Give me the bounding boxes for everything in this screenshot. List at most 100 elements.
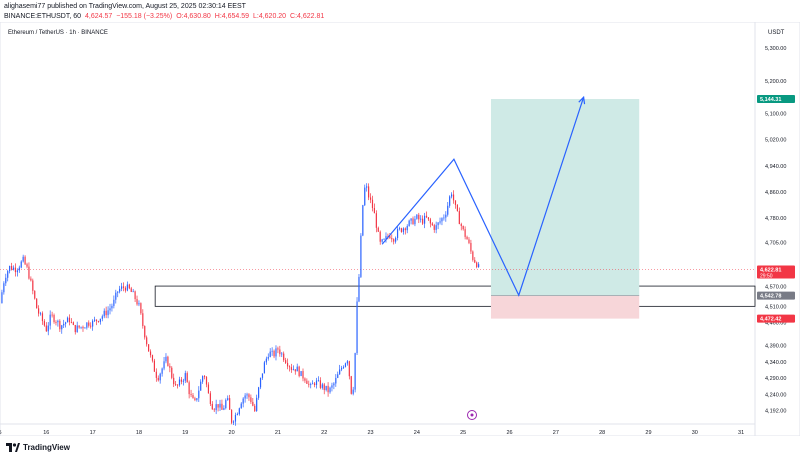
price-marker-label: 4,542.78 (760, 294, 781, 300)
x-tick-label: 26 (506, 430, 512, 436)
candle-body (443, 217, 445, 219)
candle-body (111, 305, 113, 309)
candle-body (246, 394, 248, 396)
candle-body (252, 401, 254, 406)
candle-body (194, 398, 196, 400)
chart-area[interactable]: Ethereum / TetherUS · 1h · BINANCE USDT … (0, 22, 800, 436)
candle-body (433, 225, 435, 230)
candle-body (369, 197, 372, 200)
candle-body (51, 314, 53, 316)
candle-body (460, 224, 462, 226)
candle-body (186, 373, 188, 383)
candle-body (447, 205, 449, 215)
candle-body (221, 403, 223, 410)
publish-info: alighasemi77 published on TradingView.co… (4, 3, 246, 10)
candle-body (22, 256, 24, 262)
candle-body (445, 214, 447, 218)
x-tick-label: 28 (599, 430, 605, 436)
candle-body (400, 228, 403, 232)
candle-body (138, 303, 140, 305)
candle-body (385, 236, 387, 239)
candle-body (319, 380, 321, 388)
candle-body (34, 290, 36, 299)
price-marker (757, 265, 795, 279)
candle-body (151, 355, 154, 361)
candle-body (285, 360, 287, 363)
tradingview-logo[interactable]: TradingView (6, 443, 70, 453)
candle-body (431, 223, 433, 226)
candle-body (248, 394, 250, 398)
y-tick-label: 5,200.00 (765, 79, 786, 85)
candle-body (198, 390, 200, 399)
candle-body (258, 387, 260, 398)
candle-body (200, 381, 202, 391)
candle-body (422, 218, 424, 224)
candle-body (269, 351, 271, 357)
candle-body (323, 384, 325, 391)
open-value: O:4,630.80 (176, 13, 211, 20)
candle-body (32, 280, 34, 291)
candle-body (130, 288, 132, 292)
x-tick-label: 17 (90, 430, 96, 436)
candle-body (105, 310, 107, 316)
candle-body (288, 366, 291, 368)
candle-body (327, 385, 329, 393)
candle-body (117, 291, 119, 293)
candle-body (153, 360, 155, 372)
candle-body (379, 231, 381, 242)
symbol-info-line: BINANCE:ETHUSDT, 60 4,624.57 −155.18 (−3… (4, 12, 326, 22)
event-icon[interactable] (467, 410, 477, 420)
y-tick-label: 4,240.00 (765, 393, 786, 399)
candle-body (418, 214, 420, 220)
candle-body (184, 373, 186, 381)
candle-body (12, 267, 15, 270)
candle-body (470, 242, 472, 252)
candle-body (366, 186, 368, 188)
candle-body (148, 344, 150, 352)
candle-body (16, 270, 18, 273)
candle-body (229, 398, 231, 410)
candle-body (95, 319, 98, 322)
candle-body (68, 317, 71, 323)
candle-body (298, 366, 300, 377)
projection-arrowhead (578, 95, 586, 105)
candle-body (215, 404, 217, 411)
x-tick-label: 21 (275, 430, 281, 436)
candle-body (441, 218, 443, 222)
candle-body (146, 337, 148, 345)
price-chart[interactable]: Ethereum / TetherUS · 1h · BINANCE USDT … (0, 22, 800, 436)
candle-body (92, 320, 94, 327)
candle-body (3, 283, 5, 293)
candle-body (188, 382, 190, 395)
candle-body (312, 383, 314, 385)
candle-body (161, 368, 163, 374)
candle-body (9, 265, 11, 272)
candle-body (86, 322, 88, 328)
candle-body (113, 299, 115, 306)
candle-body (63, 323, 65, 326)
candle-body (93, 319, 96, 321)
candle-body (70, 322, 73, 323)
candle-body (159, 373, 161, 381)
projection-path (381, 96, 585, 297)
candle-body (192, 395, 194, 399)
candle-body (350, 376, 352, 394)
candle-body (136, 299, 138, 305)
position-loss-area (490, 295, 640, 319)
candle-body (55, 322, 57, 323)
candle-body (122, 286, 125, 288)
candle-body (395, 237, 397, 242)
x-tick-label: 22 (321, 430, 327, 436)
candle-body (294, 369, 296, 372)
price-marker-countdown: 29:50 (760, 273, 773, 279)
candle-body (300, 371, 302, 377)
y-tick-label: 4,460.00 (765, 321, 786, 327)
candle-body (256, 397, 258, 411)
candle-body (335, 377, 337, 384)
y-tick-label: 4,570.00 (765, 285, 786, 291)
candle-body (211, 403, 213, 410)
candle-body (406, 226, 408, 231)
candle-body (478, 264, 480, 268)
candle-body (61, 325, 63, 330)
candle-body (265, 358, 267, 363)
